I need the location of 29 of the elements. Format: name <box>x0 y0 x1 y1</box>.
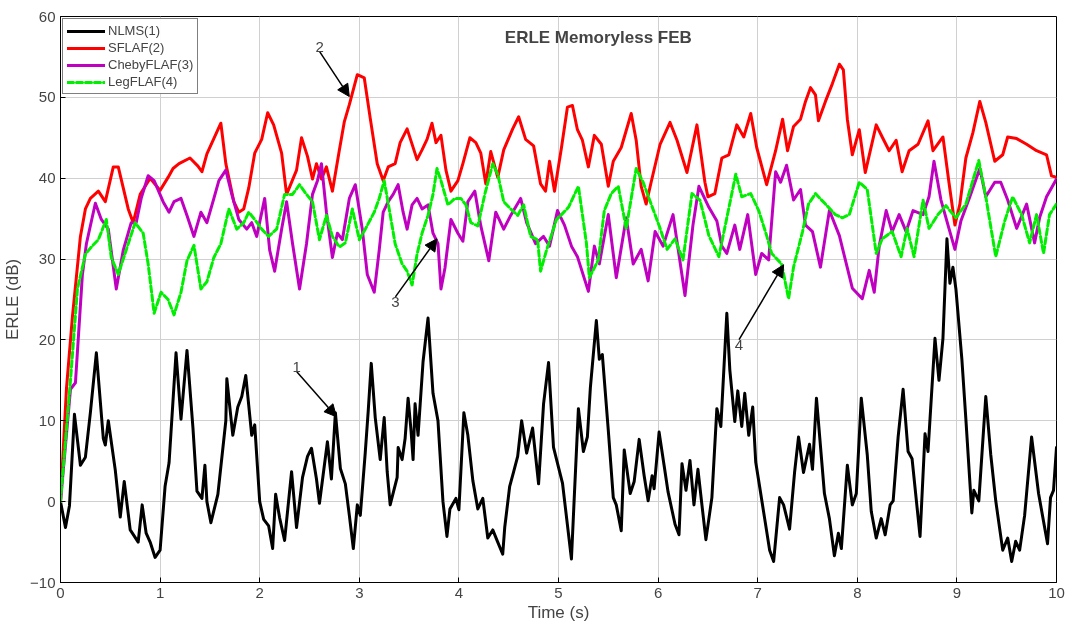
x-tick-label: 6 <box>653 583 663 601</box>
x-tick-label: 8 <box>853 583 862 601</box>
y-tick-label: 50 <box>38 88 56 106</box>
text: ERLE Memoryless FEB <box>504 27 692 47</box>
annotation: 2 <box>315 37 324 55</box>
y-tick-label: 60 <box>38 7 56 25</box>
y-axis-title: ERLE (dB) <box>3 258 23 341</box>
x-tick-label: 5 <box>554 583 563 601</box>
y-tick-label: 30 <box>38 250 56 268</box>
x-tick-label: 2 <box>255 583 264 601</box>
x-tick-label: 10 <box>1048 583 1065 601</box>
x-tick-label: 3 <box>355 583 364 601</box>
x-tick-label: 7 <box>753 583 762 601</box>
x-axis-title: Time (s) <box>527 602 590 622</box>
y-tick-label: −10 <box>30 573 56 591</box>
y-tick-label: 40 <box>38 169 56 187</box>
y-tick-label: 20 <box>38 330 56 348</box>
legend-label: LegFLAF(4) <box>108 74 178 89</box>
legend-label: ChebyFLAF(3) <box>108 57 194 72</box>
annotation: 3 <box>391 292 400 310</box>
y-tick-label: 0 <box>47 492 56 510</box>
legend-label: SFLAF(2) <box>108 40 165 55</box>
x-tick-label: 9 <box>952 583 962 601</box>
x-tick-label: 4 <box>454 583 464 601</box>
legend-label: NLMS(1) <box>108 23 161 38</box>
x-tick-label: 1 <box>155 583 165 601</box>
y-tick-label: 10 <box>38 411 56 429</box>
annotation: 4 <box>734 335 744 353</box>
annotation: 1 <box>292 357 301 375</box>
